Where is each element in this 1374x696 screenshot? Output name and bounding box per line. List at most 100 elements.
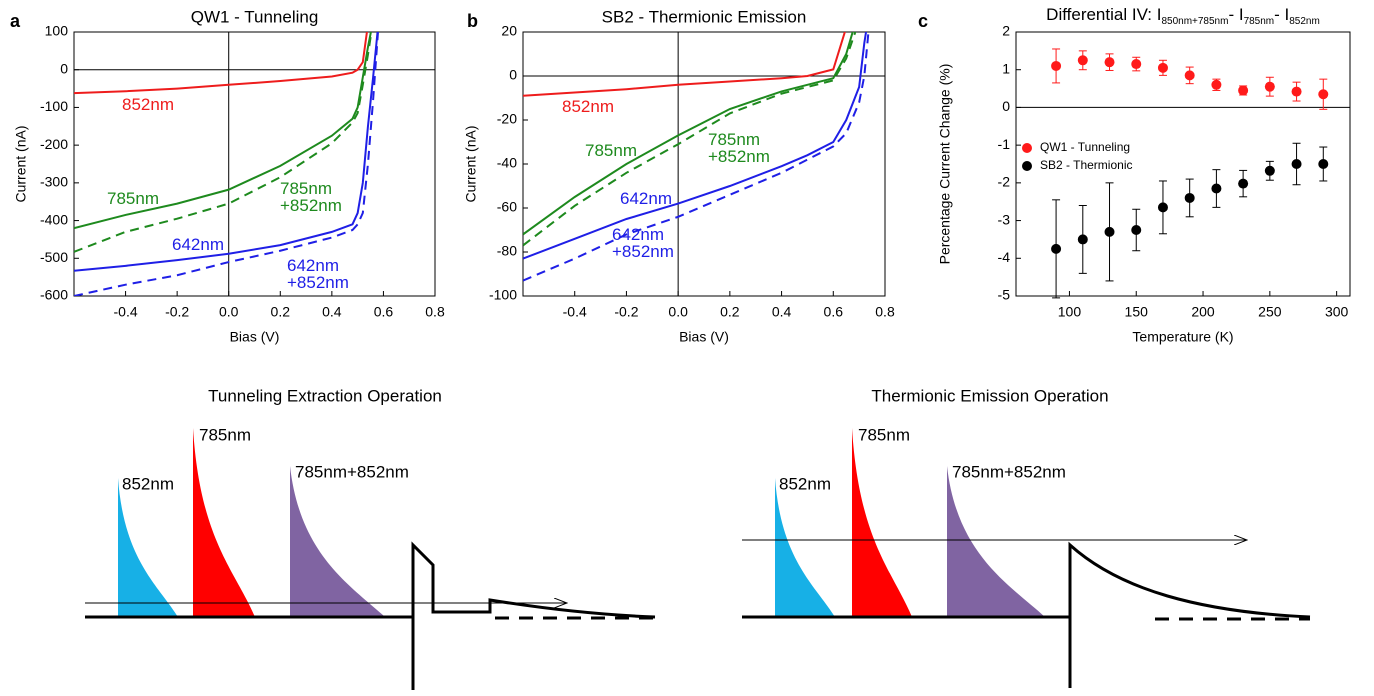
x-tick-label: 0.0 [219,304,239,320]
title-text: Differential IV: I [1046,5,1161,24]
point [1131,59,1142,70]
y-tick-label: -300 [40,174,68,190]
x-tick-label: -0.2 [165,304,189,320]
series-label-line: +852nm [280,196,342,215]
pulse-785 [193,428,255,617]
diagram-title: Thermionic Emission Operation [871,386,1108,405]
series-label: 642nm [172,235,224,254]
pulse-label: 852nm [779,474,831,493]
series-label: 785nm [585,141,637,160]
series-line [523,32,868,260]
series-label: 642nm [620,189,672,208]
series-line [523,32,870,282]
point [1157,202,1168,213]
point [1211,183,1222,194]
pulse-852 [775,478,835,617]
legend-label: QW1 - Tunneling [1040,140,1130,154]
x-tick-label: 250 [1258,304,1282,320]
y-tick-label: -2 [998,174,1011,190]
series-label: 852nm [122,95,174,114]
x-tick-label: 0.8 [425,304,445,320]
series-label-line: 785nm [585,141,637,160]
pulse-785 [852,428,912,617]
y-axis-label: Current (nA) [13,125,29,202]
pulse-label: 852nm [122,474,174,493]
x-axis-label: Bias (V) [679,329,729,345]
chart-title: SB2 - Thermionic Emission [602,7,807,26]
y-tick-label: -60 [497,199,517,215]
pulse-label: 785nm+852nm [295,462,409,481]
y-tick-label: -1 [998,136,1011,152]
x-tick-label: 100 [1058,304,1082,320]
y-tick-label: -3 [998,211,1011,227]
title-text: - I [1274,5,1289,24]
y-tick-label: -400 [40,211,68,227]
y-tick-label: -40 [497,155,517,171]
x-tick-label: -0.4 [114,304,138,320]
x-tick-label: 0.4 [772,304,792,320]
series-label-line: 852nm [562,97,614,116]
point [1318,159,1329,169]
y-tick-label: 0 [60,60,68,76]
chart-title: Differential IV: I850nm+785nm- I785nm- I… [1046,5,1320,26]
x-tick-label: 0.2 [720,304,740,320]
point [1238,178,1249,189]
plot-frame [522,31,886,297]
diagram-thermionic: Thermionic Emission Operation 852nm 785n… [742,386,1311,688]
y-tick-label: 0 [509,67,517,83]
x-tick-label: -0.2 [614,304,638,320]
x-axis-label: Bias (V) [230,329,280,345]
x-tick-label: 0.4 [322,304,342,320]
y-tick-label: 20 [501,23,517,39]
y-tick-label: 1 [1002,60,1010,76]
y-axis-label: Current (nA) [463,125,479,202]
x-tick-label: -0.4 [563,304,587,320]
x-tick-label: 0.6 [824,304,844,320]
x-tick-label: 0.2 [271,304,291,320]
legend-marker [1022,161,1032,171]
x-tick-label: 200 [1191,304,1215,320]
pulse-label: 785nm [199,425,251,444]
y-tick-label: 2 [1002,23,1010,39]
y-axis-label: Percentage Current Change (%) [937,64,953,265]
plot-frame [73,31,436,297]
band-edge [742,541,1311,688]
y-tick-label: -20 [497,111,517,127]
series-line [74,32,373,253]
y-tick-label: 0 [1002,98,1010,114]
series-label: 785nm +852nm [280,179,342,215]
chart-panel: c Differential IV: I850nm+785nm- I785nm- … [918,5,1351,345]
series-label: 642nm +852nm [287,256,349,292]
point [1184,192,1195,203]
title-subscript: 850nm+785nm [1161,16,1228,27]
x-axis-label: Temperature (K) [1132,329,1233,345]
diagram-tunneling: Tunneling Extraction Operation 852nm 785… [85,386,656,690]
series-label: 852nm [562,97,614,116]
point [1264,81,1275,92]
pulse-label: 785nm+852nm [952,462,1066,481]
y-tick-label: -500 [40,249,68,265]
point [1291,159,1302,169]
series-label-line: +852nm [708,147,770,166]
x-tick-label: 0.8 [875,304,895,320]
panel-letter: a [10,11,21,31]
series-label-line: +852nm [612,242,674,261]
series-label: 785nm +852nm [708,130,770,166]
series-line [523,32,846,97]
point [1104,57,1115,68]
series-line [74,32,379,272]
legend-marker [1022,143,1032,153]
point [1184,70,1195,81]
y-tick-label: 100 [45,23,69,39]
x-tick-label: 150 [1125,304,1149,320]
point [1077,234,1088,245]
panel-letter: b [467,11,478,31]
series-label-line: 642nm [612,225,664,244]
y-tick-label: -5 [998,287,1011,303]
y-tick-label: -100 [40,98,68,114]
series-label-line: 642nm [620,189,672,208]
series-label-line: +852nm [287,273,349,292]
point [1051,243,1062,254]
point [1238,85,1249,96]
y-tick-label: -100 [489,287,517,303]
